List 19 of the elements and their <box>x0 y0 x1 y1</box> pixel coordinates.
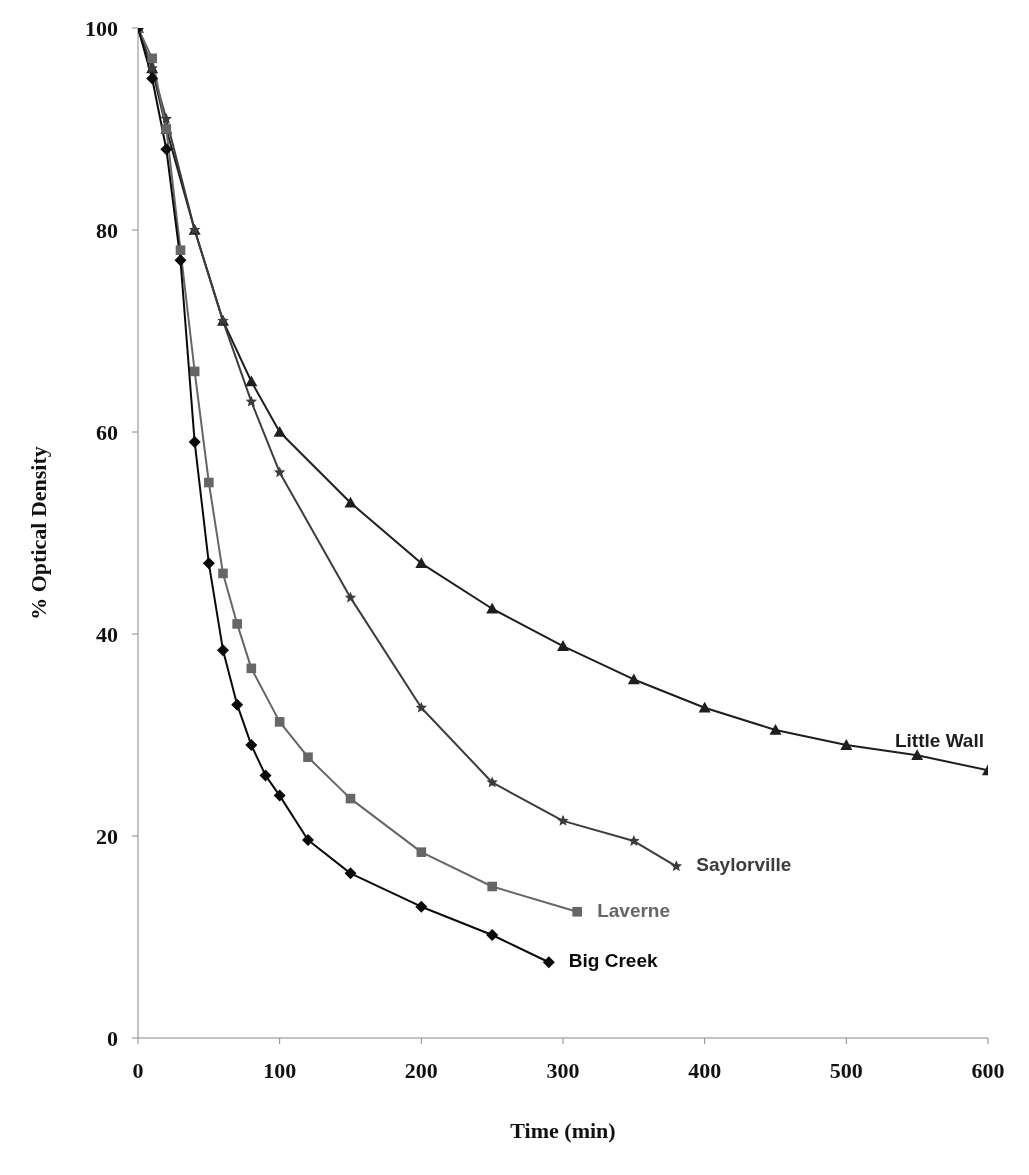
y-tick-label: 100 <box>85 15 118 41</box>
y-axis-title: % Optical Density <box>25 446 51 620</box>
x-tick-label: 0 <box>132 1057 144 1083</box>
x-tick-label: 500 <box>829 1057 863 1083</box>
x-tick-label: 100 <box>263 1057 297 1083</box>
y-tick-label: 20 <box>96 823 118 849</box>
series-label: Big Creek <box>568 950 658 972</box>
y-tick-label: 40 <box>96 621 118 647</box>
series-label: Laverne <box>597 899 671 921</box>
x-axis-title: Time (min) <box>510 1118 616 1143</box>
y-tick-label: 0 <box>107 1025 118 1051</box>
series-label: Little Wall <box>894 730 984 752</box>
series-label: Saylorville <box>696 854 792 876</box>
x-tick-label: 200 <box>404 1057 438 1083</box>
x-tick-label: 400 <box>688 1057 722 1083</box>
x-tick-label: 600 <box>971 1057 1005 1083</box>
y-tick-label: 80 <box>96 217 118 243</box>
y-tick-label: 60 <box>96 419 118 445</box>
x-tick-label: 300 <box>546 1057 580 1083</box>
